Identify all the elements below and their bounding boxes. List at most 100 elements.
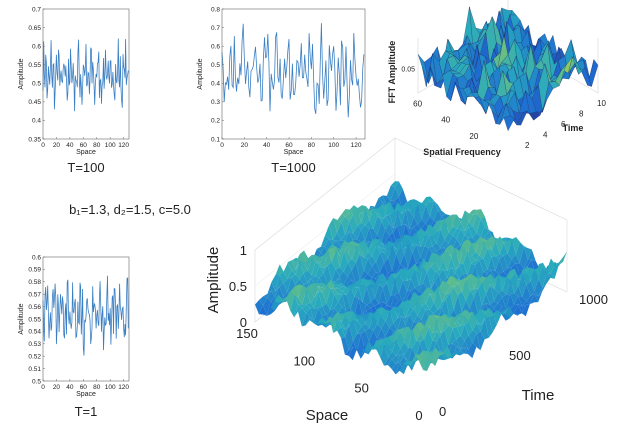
surface-facet (491, 241, 500, 257)
surface-facet (310, 307, 319, 322)
surface-facet (464, 321, 473, 336)
surface-facet (352, 242, 361, 247)
surface-facet (388, 245, 397, 271)
surface-facet (417, 219, 426, 229)
surface-facet (415, 258, 424, 272)
surface-facet (436, 247, 445, 257)
surface-facet (404, 240, 413, 249)
surface-facet (383, 274, 392, 279)
surface-facet (487, 256, 496, 271)
surface-facet (428, 226, 437, 237)
surface-facet (419, 356, 428, 371)
surface-facet (471, 237, 480, 252)
surface-facet (394, 292, 403, 303)
surface-facet (480, 216, 489, 230)
surface-facet (413, 204, 422, 225)
surface-facet (337, 214, 346, 222)
surface-facet (513, 311, 522, 316)
surface-facet (472, 213, 481, 234)
surface-facet (468, 237, 477, 247)
surface-facet (428, 235, 437, 247)
surface-facet (408, 232, 417, 246)
surface-facet (333, 218, 342, 233)
surface-facet (345, 221, 354, 235)
surface-facet (341, 311, 350, 317)
surface-facet (307, 254, 316, 263)
surface-facet (307, 274, 316, 284)
surface-facet (503, 267, 512, 276)
surface-facet (340, 240, 349, 253)
surface-facet (320, 235, 329, 247)
surface-facet (315, 261, 324, 269)
surface-facet (271, 274, 280, 292)
surface-facet (409, 302, 418, 310)
surface-facet (372, 245, 381, 263)
surface-facet (436, 229, 445, 249)
surface-facet (456, 336, 465, 349)
surface-facet (424, 247, 433, 265)
surface-facet (343, 262, 352, 277)
surface-facet (345, 324, 354, 351)
surface-facet (322, 285, 331, 304)
chart-title: T=1000 (271, 160, 315, 175)
surface-facet (327, 247, 336, 262)
surface-facet (450, 276, 459, 282)
surface-facet (348, 241, 357, 245)
fft-surface (417, 6, 599, 132)
surface-facet (530, 290, 539, 297)
surface-facet (400, 253, 409, 268)
surface-facet (464, 222, 473, 231)
surface-facet (357, 205, 366, 214)
y-tick-label: 0.6 (32, 254, 41, 261)
surface-facet (376, 339, 385, 347)
surface-facet (448, 214, 457, 227)
surface-facet (396, 234, 405, 246)
surface-facet (417, 203, 426, 220)
surface-facet (303, 270, 312, 284)
surface-facet (497, 306, 506, 314)
surface-facet (368, 256, 376, 267)
x-tick-label: 120 (118, 384, 129, 391)
surface-facet (402, 290, 411, 303)
surface-facet (368, 244, 377, 257)
surface-facet (388, 340, 397, 352)
surface-facet (450, 278, 459, 288)
surface-facet (462, 280, 471, 301)
surface-facet (424, 314, 433, 329)
surface-facet (479, 241, 488, 259)
surface-facet (373, 312, 382, 325)
surface-facet (358, 284, 367, 303)
surface-facet (368, 340, 377, 350)
surface-facet (401, 301, 410, 318)
surface-facet (472, 233, 481, 243)
surface-facet (298, 308, 306, 327)
y-axis-label: Amplitude (18, 303, 25, 334)
surface-facet (523, 246, 532, 260)
surface-facet (397, 202, 406, 214)
surface-facet (336, 240, 345, 247)
surface-facet (518, 274, 527, 297)
surface-facet (550, 264, 559, 279)
surface-facet (455, 263, 464, 270)
surface-facet (349, 341, 358, 351)
surface-facet (405, 202, 414, 212)
surface-facet (474, 279, 483, 290)
surface-facet (498, 290, 507, 298)
surface-facet (424, 235, 433, 248)
surface-facet (380, 345, 389, 366)
surface-facet (316, 246, 325, 253)
surface-facet (400, 244, 409, 254)
surface-facet (390, 187, 399, 201)
y-tick-label: 0.5 (211, 62, 220, 69)
surface-facet (440, 330, 449, 353)
surface-facet (363, 273, 372, 286)
series-line-t1 (42, 275, 129, 356)
surface-facet (397, 224, 406, 241)
surface-facet (522, 273, 531, 285)
surface-facet (412, 244, 421, 264)
surface-facet (460, 324, 469, 341)
surface-facet (381, 309, 390, 322)
surface-facet (526, 293, 535, 304)
surface-facet (361, 206, 370, 214)
surface-facet (422, 271, 431, 288)
